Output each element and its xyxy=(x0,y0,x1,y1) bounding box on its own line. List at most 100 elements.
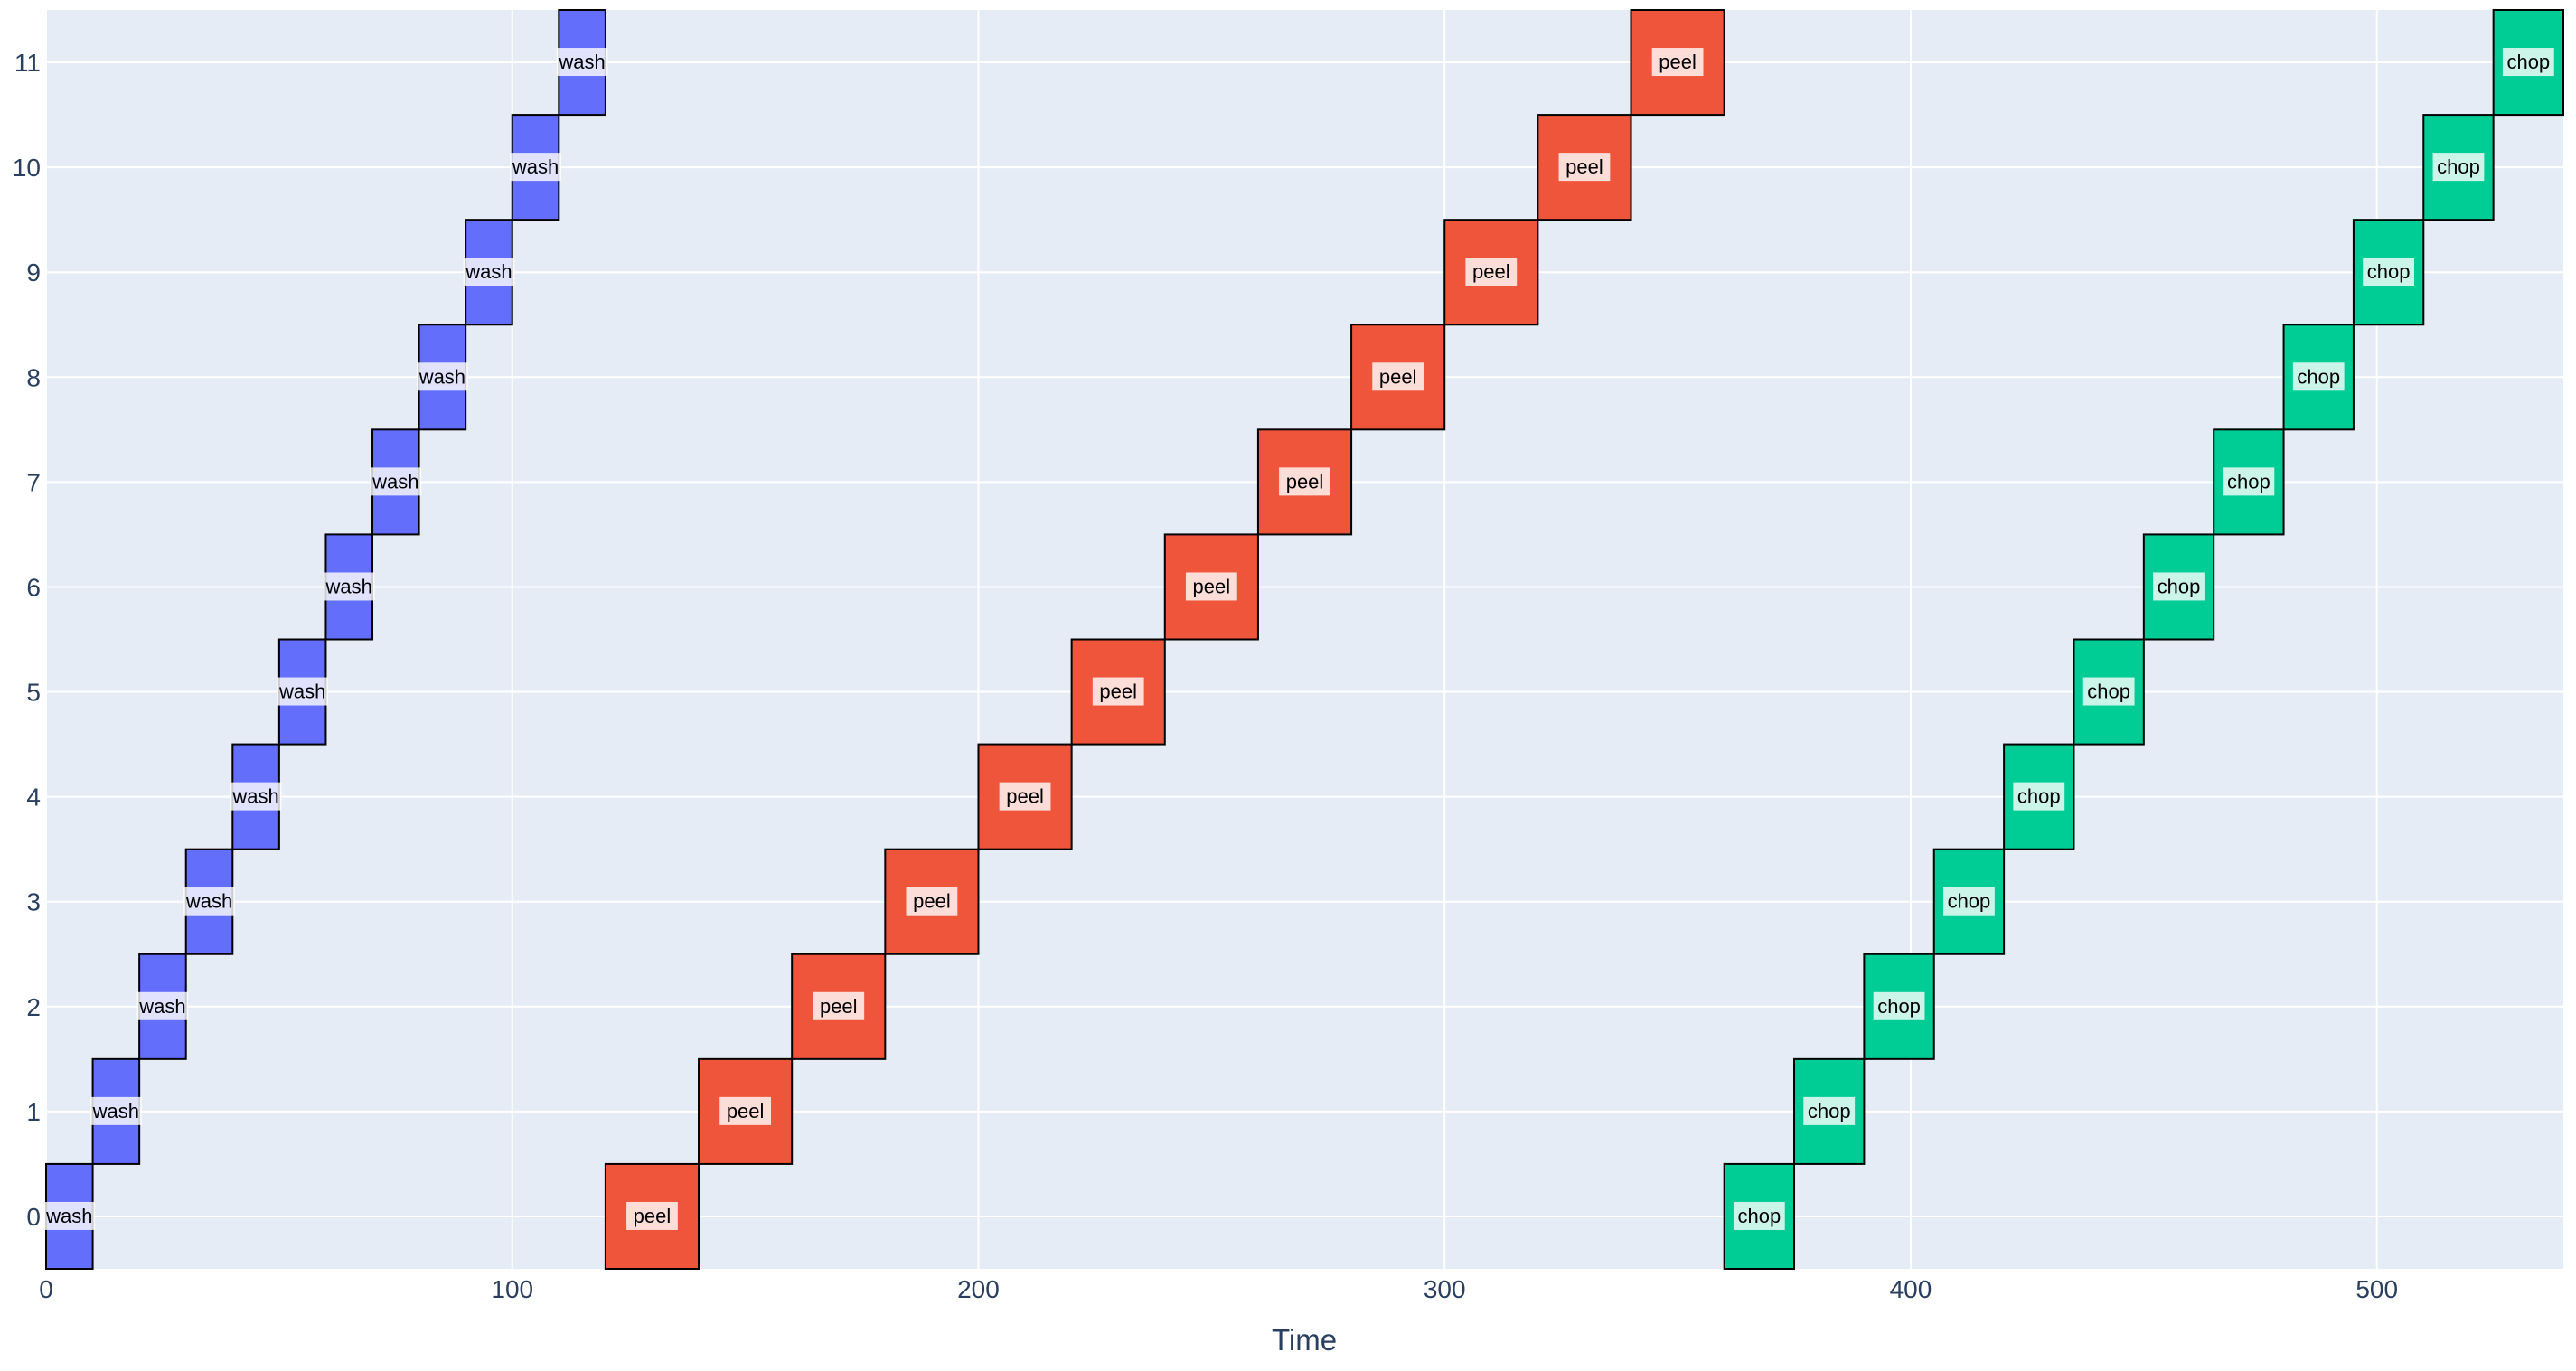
bar-label-box xyxy=(1279,467,1330,496)
bar-label-box xyxy=(370,467,422,496)
bar-label-box xyxy=(1092,677,1144,706)
bar-label-group: wash xyxy=(323,572,375,601)
bar-label-group: peel xyxy=(1279,467,1330,496)
bar-label-group: peel xyxy=(719,1096,772,1125)
bar-label: chop xyxy=(1877,995,1921,1018)
y-tick-label: 6 xyxy=(26,573,41,601)
bar-label-box xyxy=(2082,677,2135,706)
bar-peel xyxy=(1537,114,1632,221)
bar-label: peel xyxy=(1006,785,1044,808)
bar-label-group: wash xyxy=(370,467,422,496)
bar-label: peel xyxy=(1193,575,1231,597)
bar-label-group: peel xyxy=(906,887,958,916)
bar-label-box xyxy=(1465,258,1518,286)
bar-label: peel xyxy=(1472,260,1510,283)
bar-label: wash xyxy=(138,995,185,1018)
y-axis-ticks: 0 1 2 3 4 5 6 7 8 9 10 11 xyxy=(13,49,41,1231)
bar-label-group: wash xyxy=(89,1096,142,1125)
bar-label-group: wash xyxy=(230,782,282,811)
bar-label-group: chop xyxy=(1873,991,1925,1020)
y-tick-label: 7 xyxy=(26,468,41,496)
bar-label: chop xyxy=(2506,51,2550,73)
bar-label-box xyxy=(89,1096,142,1125)
bar-label-group: chop xyxy=(2432,153,2485,182)
bar-label-group: peel xyxy=(999,782,1051,811)
bar-label-group: peel xyxy=(1651,48,1704,77)
bar-label: wash xyxy=(371,470,418,493)
bar-label-group: wash xyxy=(416,362,468,391)
bar-label: peel xyxy=(1659,51,1697,73)
x-tick-label: 0 xyxy=(39,1275,53,1303)
bar-label-group: peel xyxy=(1372,362,1424,391)
bar-label: wash xyxy=(558,51,605,73)
bar-label-box xyxy=(1873,991,1925,1020)
x-axis-ticks: 0 100 200 300 400 500 xyxy=(39,1275,2398,1303)
bar-label: peel xyxy=(1286,470,1324,493)
bar-label: wash xyxy=(418,365,465,388)
y-tick-label: 8 xyxy=(26,363,41,391)
y-tick-label: 11 xyxy=(14,49,41,77)
bar-label-group: wash xyxy=(556,48,608,77)
y-tick-label: 5 xyxy=(26,679,41,707)
bar-label-box xyxy=(230,782,282,811)
bar-label: chop xyxy=(2017,785,2061,808)
bar-label-group: wash xyxy=(277,677,329,706)
bar-label: wash xyxy=(185,890,232,913)
bar-label: chop xyxy=(2158,575,2201,597)
bar-label-box xyxy=(2153,572,2205,601)
bar-label-box xyxy=(1943,887,1995,916)
bar-label-box xyxy=(2432,153,2485,182)
bar-label: wash xyxy=(45,1205,92,1227)
y-tick-label: 1 xyxy=(26,1098,41,1126)
bar-label-group: wash xyxy=(510,153,561,182)
y-tick-label: 2 xyxy=(26,993,41,1021)
bar-label-box xyxy=(2502,48,2554,77)
bar-label-box xyxy=(183,887,235,916)
bar-label: chop xyxy=(1737,1205,1781,1227)
bar-label: wash xyxy=(465,260,512,283)
bar-label-box xyxy=(416,362,468,391)
bar-label: chop xyxy=(2087,681,2130,703)
bar-label-box xyxy=(1372,362,1424,391)
y-tick-label: 3 xyxy=(26,888,41,916)
x-tick-label: 300 xyxy=(1424,1275,1466,1303)
bar-label: chop xyxy=(2437,155,2480,178)
bar-label-group: chop xyxy=(2082,677,2135,706)
bar-label-box xyxy=(1185,572,1237,601)
bar-label: peel xyxy=(1099,681,1137,703)
bar-label: wash xyxy=(278,681,325,703)
bar-label-box xyxy=(2223,467,2275,496)
bar-label-group: chop xyxy=(2363,258,2414,286)
y-tick-label: 0 xyxy=(26,1203,41,1231)
bar-labels: wash wash wash wash wash wash wash wash wash wash… xyxy=(43,48,2554,1230)
bar-label: peel xyxy=(634,1205,672,1227)
bar-label-box xyxy=(626,1201,678,1230)
bar-label-box xyxy=(2363,258,2414,286)
bar-label: chop xyxy=(2227,470,2270,493)
bar-label-group: wash xyxy=(43,1201,96,1230)
y-tick-label: 4 xyxy=(26,784,41,812)
bar-label-group: chop xyxy=(1803,1096,1856,1125)
bar-label-group: wash xyxy=(463,258,515,286)
bar-label-group: chop xyxy=(1733,1201,1785,1230)
bar-label-box xyxy=(719,1096,772,1125)
bar-label-box xyxy=(556,48,608,77)
bar-label: peel xyxy=(1565,155,1603,178)
bar-label: peel xyxy=(820,995,858,1018)
bar-label-group: peel xyxy=(626,1201,678,1230)
bar-label-box xyxy=(323,572,375,601)
y-tick-label: 9 xyxy=(26,258,41,286)
x-tick-label: 500 xyxy=(2355,1275,2398,1303)
bar-label: peel xyxy=(913,890,951,913)
bar-label-box xyxy=(277,677,329,706)
bar-label-group: peel xyxy=(1185,572,1237,601)
bar-label-box xyxy=(136,991,189,1020)
bar-label-box xyxy=(463,258,515,286)
bar-label-group: chop xyxy=(2502,48,2554,77)
bar-label-box xyxy=(43,1201,96,1230)
y-tick-label: 10 xyxy=(13,154,41,182)
bar-label-box xyxy=(999,782,1051,811)
bar-label-group: chop xyxy=(2223,467,2275,496)
